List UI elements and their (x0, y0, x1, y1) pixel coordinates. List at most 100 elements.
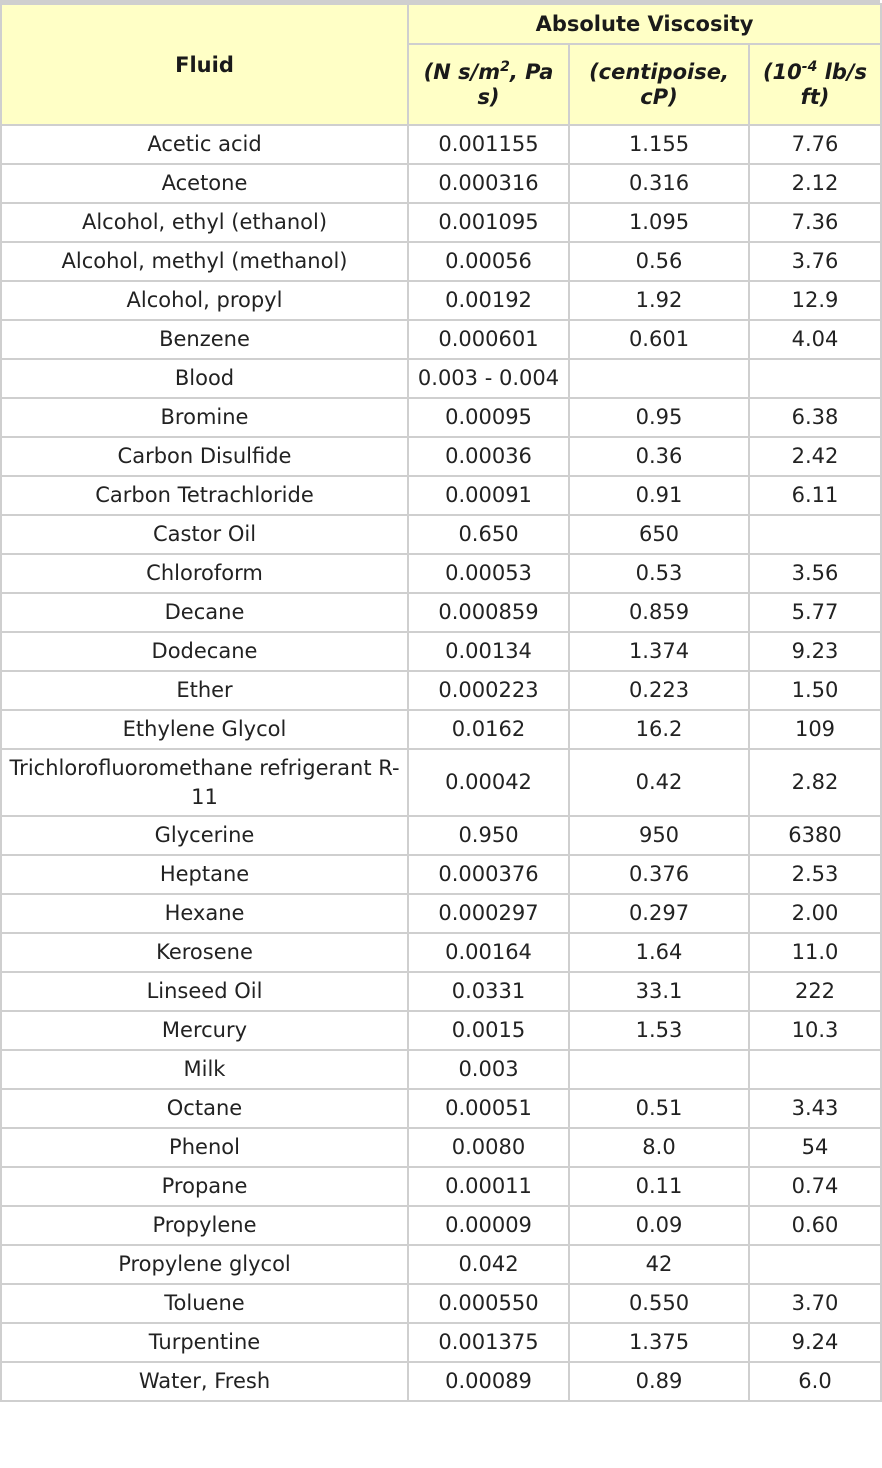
table-row: Blood 0.003 - 0.004 (0, 358, 882, 399)
fluid-name-cell: Alcohol, propyl (0, 280, 409, 321)
viscosity-pa-s-cell: 0.00051 (407, 1088, 570, 1129)
viscosity-lb-s-ft-cell: 6.11 (747, 475, 882, 516)
table-row: Propane 0.00011 0.11 0.74 (0, 1166, 882, 1207)
header-row-group: Fluid Absolute Viscosity (0, 3, 882, 126)
viscosity-cp-cell: 1.095 (568, 202, 750, 243)
viscosity-lb-s-ft-cell: 12.9 (747, 280, 882, 321)
table-row: Alcohol, propyl 0.00192 1.92 12.9 (0, 280, 882, 321)
viscosity-pa-s-cell: 0.950 (407, 815, 570, 856)
viscosity-pa-s-cell: 0.00042 (407, 748, 570, 817)
fluid-name-cell: Alcohol, methyl (methanol) (0, 241, 409, 282)
viscosity-pa-s-cell: 0.0162 (407, 709, 570, 750)
viscosity-cp-cell: 1.155 (568, 124, 750, 165)
fluid-name-cell: Kerosene (0, 932, 409, 973)
viscosity-lb-s-ft-cell: 6.38 (747, 397, 882, 438)
viscosity-pa-s-cell: 0.00091 (407, 475, 570, 516)
viscosity-lb-s-ft-cell (747, 514, 882, 555)
viscosity-pa-s-cell: 0.00036 (407, 436, 570, 477)
viscosity-pa-s-cell: 0.00095 (407, 397, 570, 438)
viscosity-cp-cell (568, 358, 750, 399)
viscosity-pa-s-cell: 0.650 (407, 514, 570, 555)
viscosity-lb-s-ft-cell: 11.0 (747, 932, 882, 973)
table-row: Turpentine 0.001375 1.375 9.24 (0, 1322, 882, 1363)
fluid-name-cell: Turpentine (0, 1322, 409, 1363)
table-row: Benzene 0.000601 0.601 4.04 (0, 319, 882, 360)
viscosity-cp-cell: 950 (568, 815, 750, 856)
viscosity-cp-cell: 0.51 (568, 1088, 750, 1129)
viscosity-lb-s-ft-cell: 5.77 (747, 592, 882, 633)
viscosity-lb-s-ft-cell: 2.53 (747, 854, 882, 895)
viscosity-pa-s-cell: 0.003 (407, 1049, 570, 1090)
viscosity-cp-cell: 0.53 (568, 553, 750, 594)
viscosity-pa-s-cell: 0.000601 (407, 319, 570, 360)
header-row-units: (N s/m2, Pa s) (centipoise, cP) (10-4 lb… (1, 43, 882, 126)
fluid-name-cell: Castor Oil (0, 514, 409, 555)
viscosity-lb-s-ft-cell: 6.0 (747, 1361, 882, 1402)
fluid-name-cell: Decane (0, 592, 409, 633)
viscosity-cp-cell: 0.316 (568, 163, 750, 204)
table-row: Acetone 0.000316 0.316 2.12 (0, 163, 882, 204)
viscosity-lb-s-ft-cell: 2.82 (747, 748, 882, 817)
fluid-name-cell: Alcohol, ethyl (ethanol) (0, 202, 409, 243)
viscosity-pa-s-cell: 0.000297 (407, 893, 570, 934)
viscosity-lb-s-ft-cell: 2.12 (747, 163, 882, 204)
viscosity-table: Fluid Absolute Viscosity (N s/m2, Pa s) … (0, 3, 882, 1402)
viscosity-pa-s-cell: 0.000223 (407, 670, 570, 711)
viscosity-lb-s-ft-cell: 109 (747, 709, 882, 750)
table-row: Trichlorofluoromethane refrigerant R-11 0… (0, 748, 882, 817)
viscosity-cp-cell: 0.89 (568, 1361, 750, 1402)
fluid-name-cell: Acetic acid (0, 124, 409, 165)
viscosity-lb-s-ft-cell: 6380 (747, 815, 882, 856)
table-row: Propylene 0.00009 0.09 0.60 (0, 1205, 882, 1246)
fluid-name-cell: Propylene (0, 1205, 409, 1246)
viscosity-lb-s-ft-cell: 10.3 (747, 1010, 882, 1051)
viscosity-pa-s-cell: 0.042 (407, 1244, 570, 1285)
viscosity-pa-s-cell: 0.000376 (407, 854, 570, 895)
viscosity-pa-s-cell: 0.00011 (407, 1166, 570, 1207)
fluid-name-cell: Hexane (0, 893, 409, 934)
fluid-name-cell: Chloroform (0, 553, 409, 594)
viscosity-cp-cell: 0.223 (568, 670, 750, 711)
viscosity-cp-cell: 1.375 (568, 1322, 750, 1363)
viscosity-pa-s-cell: 0.00053 (407, 553, 570, 594)
viscosity-pa-s-cell: 0.000316 (407, 163, 570, 204)
table-row: Mercury 0.0015 1.53 10.3 (0, 1010, 882, 1051)
unit-lb-pre: (10 (762, 59, 802, 84)
viscosity-cp-cell: 0.376 (568, 854, 750, 895)
viscosity-pa-s-cell: 0.00089 (407, 1361, 570, 1402)
unit-pa-s-post: , Pa s) (477, 59, 554, 109)
viscosity-cp-cell: 42 (568, 1244, 750, 1285)
viscosity-pa-s-cell: 0.00056 (407, 241, 570, 282)
viscosity-lb-s-ft-cell: 3.76 (747, 241, 882, 282)
viscosity-cp-cell: 0.601 (568, 319, 750, 360)
top-rule (0, 0, 880, 3)
fluid-name-cell: Water, Fresh (0, 1361, 409, 1402)
viscosity-cp-cell: 0.297 (568, 893, 750, 934)
table-row: Linseed Oil 0.0331 33.1 222 (0, 971, 882, 1012)
fluid-column-header: Fluid (0, 3, 409, 126)
viscosity-pa-s-cell: 0.0331 (407, 971, 570, 1012)
table-row: Chloroform 0.00053 0.53 3.56 (0, 553, 882, 594)
fluid-name-cell: Ethylene Glycol (0, 709, 409, 750)
viscosity-lb-s-ft-cell (747, 1049, 882, 1090)
unit-pa-s-pre: (N s/m (423, 59, 501, 84)
viscosity-cp-cell (568, 1049, 750, 1090)
viscosity-pa-s-cell: 0.0015 (407, 1010, 570, 1051)
viscosity-lb-s-ft-cell: 1.50 (747, 670, 882, 711)
viscosity-cp-cell: 0.56 (568, 241, 750, 282)
viscosity-cp-cell: 1.53 (568, 1010, 750, 1051)
viscosity-pa-s-cell: 0.000859 (407, 592, 570, 633)
viscosity-cp-cell: 33.1 (568, 971, 750, 1012)
unit-cp-header: (centipoise, cP) (568, 43, 750, 126)
viscosity-cp-cell: 0.550 (568, 1283, 750, 1324)
table-row: Carbon Tetrachloride 0.00091 0.91 6.11 (0, 475, 882, 516)
table-row: Phenol 0.0080 8.0 54 (0, 1127, 882, 1168)
viscosity-cp-cell: 650 (568, 514, 750, 555)
table-row: Bromine 0.00095 0.95 6.38 (0, 397, 882, 438)
viscosity-lb-s-ft-cell: 222 (747, 971, 882, 1012)
table-row: Hexane 0.000297 0.297 2.00 (0, 893, 882, 934)
fluid-name-cell: Acetone (0, 163, 409, 204)
viscosity-lb-s-ft-cell: 3.70 (747, 1283, 882, 1324)
unit-lb-post: lb/s ft) (800, 59, 868, 109)
fluid-name-cell: Octane (0, 1088, 409, 1129)
